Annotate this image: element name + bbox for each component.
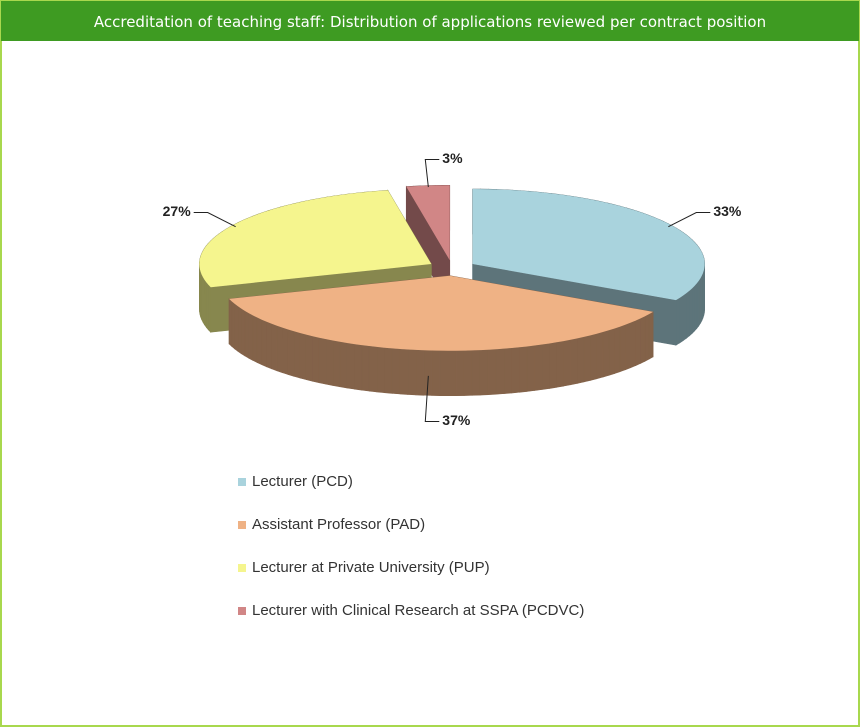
legend-swatch [238,478,246,486]
slice-side [526,345,535,392]
slice-side [541,343,550,390]
slice-side [237,305,242,355]
slice [406,185,450,261]
slice-side [240,307,246,357]
slice-side [630,320,636,369]
slice-side [431,350,441,396]
slice [472,189,705,301]
slice-side [534,344,543,391]
slice-side [244,310,249,359]
slice-side [689,287,693,337]
slice-side [625,322,631,371]
chart-title: Accreditation of teaching staff: Distrib… [94,13,766,31]
slice-side [407,349,417,396]
slice-side [305,334,313,382]
slice-side [391,348,401,395]
slice-side [686,290,690,339]
legend-label: Lecturer at Private University (PUP) [252,559,490,576]
slice-side [415,349,425,396]
slice-side [694,282,698,332]
slice-side [602,329,610,378]
slice-side [511,346,520,394]
slice-side [318,337,327,385]
slice-side [312,335,320,384]
header-bar [1,1,859,41]
slice-side [644,313,650,362]
slice-side [570,337,578,386]
slice-side [556,340,564,388]
slice-side [346,342,355,390]
slice-side [376,346,385,394]
slice-side [675,297,681,346]
legend-swatch [238,607,246,615]
slice-side [266,321,272,370]
slice-side [256,317,263,366]
leader-line [424,375,440,423]
slice-side [487,348,497,396]
slice-side [325,338,334,386]
leader-line [668,212,711,228]
slice-side [682,292,687,342]
legend-swatch [238,564,246,572]
slice-side [205,281,209,331]
slice-side [563,339,571,387]
slice-side [276,325,283,374]
slice-side [332,340,341,388]
slice-side [635,318,641,367]
slice [229,275,654,351]
slice-side [577,336,585,384]
slice-side [208,283,211,333]
slice-side [287,329,295,377]
slice-side [339,341,348,389]
slice-side [549,341,557,389]
slice-side [282,327,289,375]
slice-side [691,285,695,335]
slice-side [679,294,684,344]
slice-side [399,348,409,395]
leader-line [193,212,236,228]
data-label: 27% [163,203,192,219]
slice-side [479,349,489,396]
slice-side [231,300,235,350]
slice-side [368,345,378,393]
data-label: 33% [713,203,742,219]
slice-side [384,347,393,394]
slice-side [271,323,278,372]
slice-side [519,346,528,393]
legend-label: Assistant Professor (PAD) [252,516,425,533]
slice-side [463,350,473,396]
slice-side [640,315,646,364]
leader-line [424,158,440,188]
slice-side [455,350,465,397]
legend-label: Lecturer with Clinical Research at SSPA … [252,602,584,619]
slice-side [590,333,598,381]
slice-side [447,350,457,397]
data-label: 3% [442,150,463,166]
slice-side [608,328,615,376]
slice-side [596,331,604,380]
slice-side [299,332,307,381]
legend-label: Lecturer (PCD) [252,473,353,490]
legend-swatch [238,521,246,529]
slice-side [583,334,591,383]
data-label: 37% [442,412,471,428]
slice-side [248,312,254,361]
slice-side [354,343,363,391]
slice-side [439,350,449,397]
slice-side [228,298,233,348]
slice-side [648,311,654,360]
slice-side [495,348,505,395]
slice-side [252,314,258,364]
slice [199,190,432,288]
slice-side [503,347,512,394]
slice-side [361,344,370,392]
slice-side [261,319,267,368]
slice-side [619,324,626,373]
slice-side [471,349,481,396]
slice-side [293,330,301,379]
slice-side [614,326,621,374]
slice-side [234,303,239,352]
